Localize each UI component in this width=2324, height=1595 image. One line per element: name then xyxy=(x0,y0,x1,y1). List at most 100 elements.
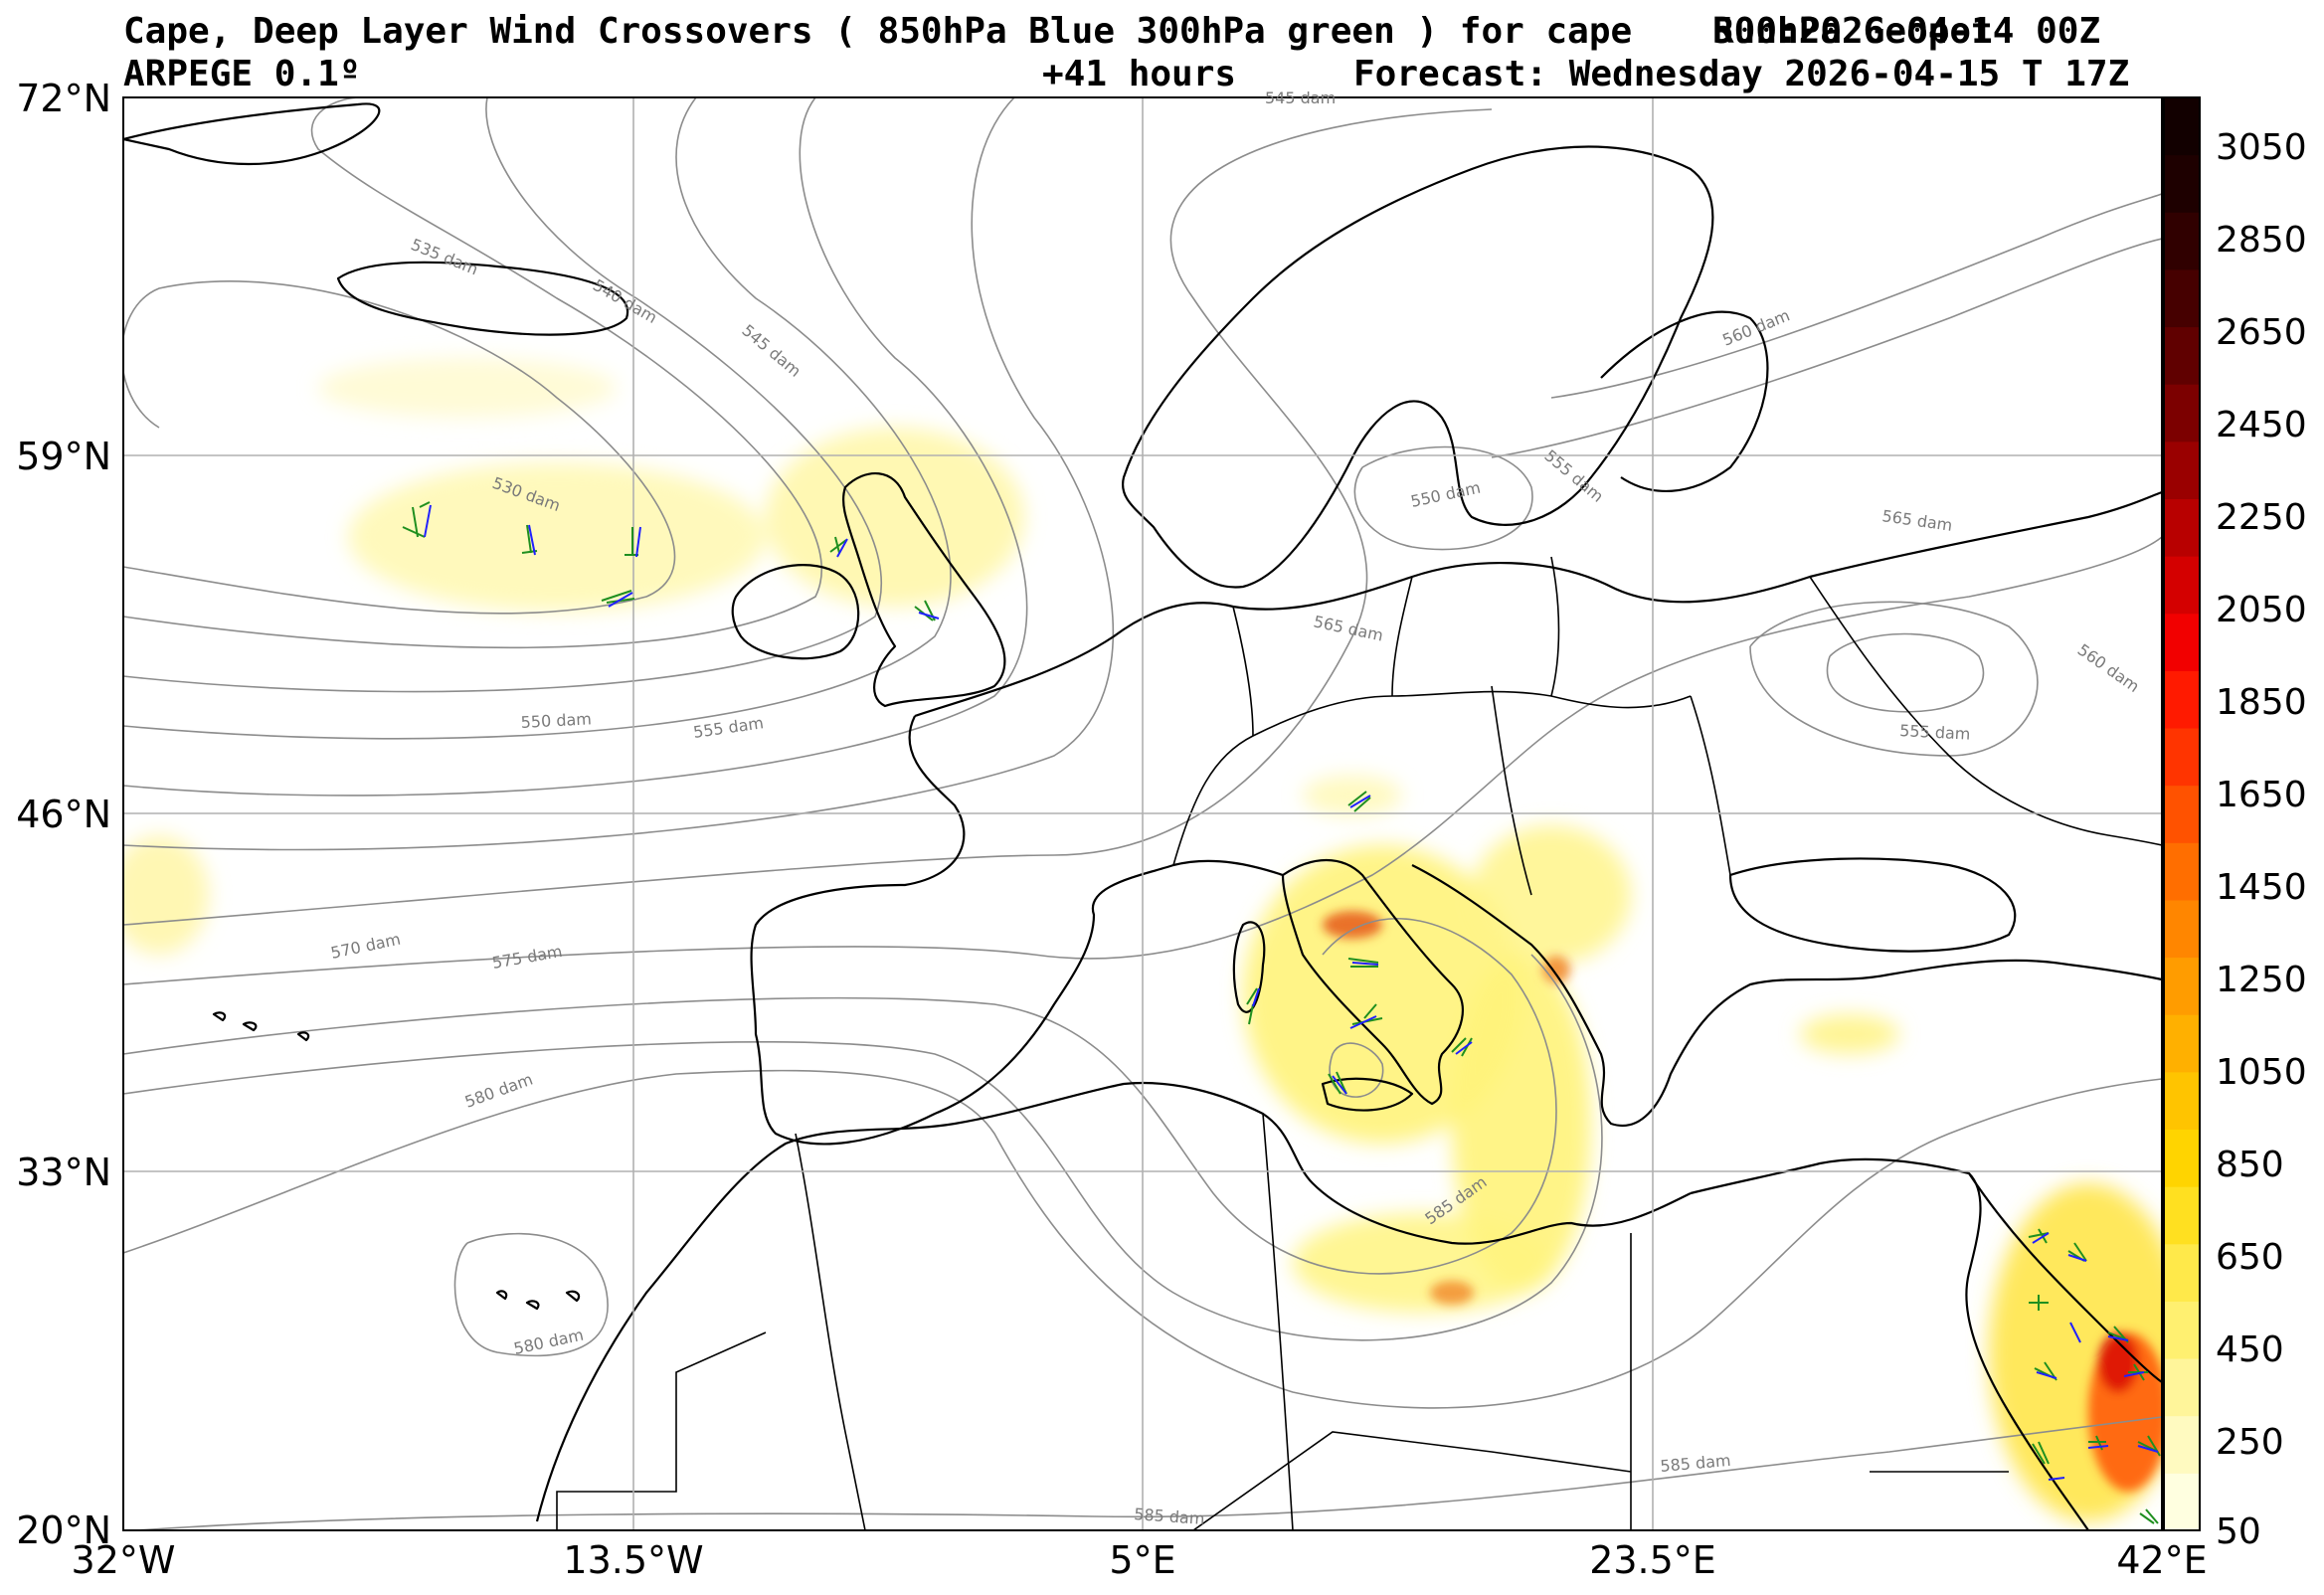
wind-barb-850hpa xyxy=(918,612,940,620)
lat-label: 20°N xyxy=(16,1508,111,1552)
contour-555-ukraine xyxy=(1749,601,2039,757)
colorbar-tick-label: 1250 xyxy=(2216,960,2307,1000)
contour-535 xyxy=(123,97,822,649)
lat-label: 59°N xyxy=(16,435,111,478)
contour-560-north xyxy=(1491,238,2162,458)
cape-shading xyxy=(123,358,2162,1521)
coastlines xyxy=(123,102,2162,1530)
wind-barb-850hpa xyxy=(1349,1015,1377,1029)
coast-ireland xyxy=(731,564,860,660)
cape-max-arabia-core xyxy=(2098,1332,2138,1392)
wind-barb-850hpa xyxy=(2067,1254,2087,1262)
wind-barb-group xyxy=(2087,1435,2109,1451)
colorbar-tick-label: 2450 xyxy=(2216,405,2307,445)
run-label: Run:2026-04-14 00Z xyxy=(1712,11,2101,52)
colorbar-swatch xyxy=(2164,1186,2200,1245)
contour-550 xyxy=(123,97,1028,797)
cape-area-north-atlantic xyxy=(318,358,617,418)
coast-black-sea xyxy=(1728,857,2017,953)
colorbar-swatch xyxy=(2164,441,2200,499)
colorbar-tick-label: 1850 xyxy=(2216,682,2307,723)
latitude-labels: 72°N 59°N 46°N 33°N 20°N xyxy=(16,77,111,1552)
colorbar-swatch xyxy=(2164,1415,2200,1474)
wind-barb-850hpa xyxy=(1252,987,1260,1007)
coast-north-europe xyxy=(914,490,2162,718)
gridlines xyxy=(123,97,2162,1530)
lon-label: 13.5°W xyxy=(563,1538,703,1582)
colorbar-tick-label: 250 xyxy=(2216,1422,2284,1463)
wind-barb-850hpa xyxy=(2137,1445,2159,1453)
contour-label: 545 dam xyxy=(1265,89,1336,107)
colorbar-tick-label: 2050 xyxy=(2216,590,2307,630)
coast-scandinavia xyxy=(1121,145,1714,589)
coast-great-britain xyxy=(841,472,1006,708)
colorbar-swatch xyxy=(2164,556,2200,615)
colorbar-swatch xyxy=(2164,842,2200,901)
colorbar-swatch xyxy=(2164,785,2200,843)
coast-greenland xyxy=(123,102,381,166)
wind-barb-300hpa xyxy=(2139,1508,2159,1524)
cape-area-red-sea xyxy=(1989,1183,2162,1521)
lon-label: 32°W xyxy=(72,1538,176,1582)
wind-barb-group xyxy=(1347,791,1371,812)
colorbar-swatch xyxy=(2164,326,2200,385)
colorbar-tick-label: 50 xyxy=(2216,1511,2261,1552)
lon-label: 5°E xyxy=(1109,1538,1175,1582)
coast-levant-red-sea xyxy=(1690,1157,2089,1530)
wind-barb-850hpa xyxy=(608,592,633,608)
country-borders xyxy=(556,556,2162,1530)
colorbar-swatch xyxy=(2164,1301,2200,1359)
contour-label: 580 dam xyxy=(462,1070,535,1112)
colorbar-tick-label: 2850 xyxy=(2216,220,2307,261)
contour-label: 560 dam xyxy=(2074,640,2143,696)
wind-barb-group xyxy=(521,524,538,556)
colorbar-swatch xyxy=(2164,1071,2200,1131)
colorbar-ticks: 3050 2850 2650 2450 2250 2050 1850 1650 … xyxy=(2216,127,2307,1552)
wind-barb-850hpa xyxy=(528,524,536,556)
chart-title: Cape, Deep Layer Wind Crossovers ( 850hP… xyxy=(123,11,1633,52)
coast-arabia xyxy=(1968,1172,2162,1383)
contour-550-ukraine xyxy=(1826,632,1985,713)
contour-580-canary xyxy=(453,1232,609,1357)
colorbar-swatch xyxy=(2164,1014,2200,1073)
wind-barb-850hpa xyxy=(836,538,848,558)
contour-585 xyxy=(125,1416,2162,1530)
border-balkans xyxy=(1491,685,1532,896)
contour-label: 550 dam xyxy=(520,709,592,732)
contour-label: 545 dam xyxy=(738,321,804,381)
contour-label: 580 dam xyxy=(512,1326,586,1358)
wind-barb-group xyxy=(2107,1326,2129,1343)
border-algeria-libya xyxy=(1262,1113,1294,1530)
colorbar-swatch xyxy=(2164,154,2200,213)
border-morocco-algeria xyxy=(795,1133,866,1530)
wind-barb-group xyxy=(2139,1508,2159,1524)
border-ukraine-west xyxy=(1690,695,1731,876)
wind-barb-group xyxy=(1349,1003,1383,1029)
wind-barb-850hpa xyxy=(2123,1371,2145,1377)
colorbar-tick-label: 1050 xyxy=(2216,1052,2307,1093)
wind-barb-group xyxy=(1328,1071,1347,1095)
wind-barb-850hpa xyxy=(2048,1477,2065,1481)
colorbar-swatch xyxy=(2164,498,2200,557)
colorbar-frame xyxy=(2163,96,2201,1531)
coast-sicily xyxy=(1321,1077,1414,1112)
wind-barb-300hpa xyxy=(1347,791,1371,812)
run-time-label: Run:2026-04-14 00Z xyxy=(1712,14,2100,50)
cape-area-british-isles xyxy=(766,428,1024,607)
contour-550-baltic xyxy=(1353,445,1533,551)
cape-max-central-italy xyxy=(1323,911,1382,939)
colorbar-swatch xyxy=(2164,899,2200,959)
cape-area-west-atlantic xyxy=(123,835,209,955)
cape-area-alps xyxy=(1303,776,1402,815)
forecast-time-label: Forecast: Wednesday 2026-04-15 T 17Z xyxy=(1353,54,2130,94)
colorbar-tick-label: 450 xyxy=(2216,1329,2284,1370)
wind-barb-group xyxy=(1451,1037,1473,1057)
contour-560 xyxy=(123,108,1493,926)
colorbar-tick-label: 3050 xyxy=(2216,127,2307,168)
colorbar-tick-label: 650 xyxy=(2216,1237,2284,1278)
wind-barb-850hpa xyxy=(424,504,432,538)
wind-barb-850hpa xyxy=(2087,1445,2109,1449)
wind-barb-group xyxy=(2137,1435,2161,1457)
wind-barb-group xyxy=(1347,958,1379,968)
